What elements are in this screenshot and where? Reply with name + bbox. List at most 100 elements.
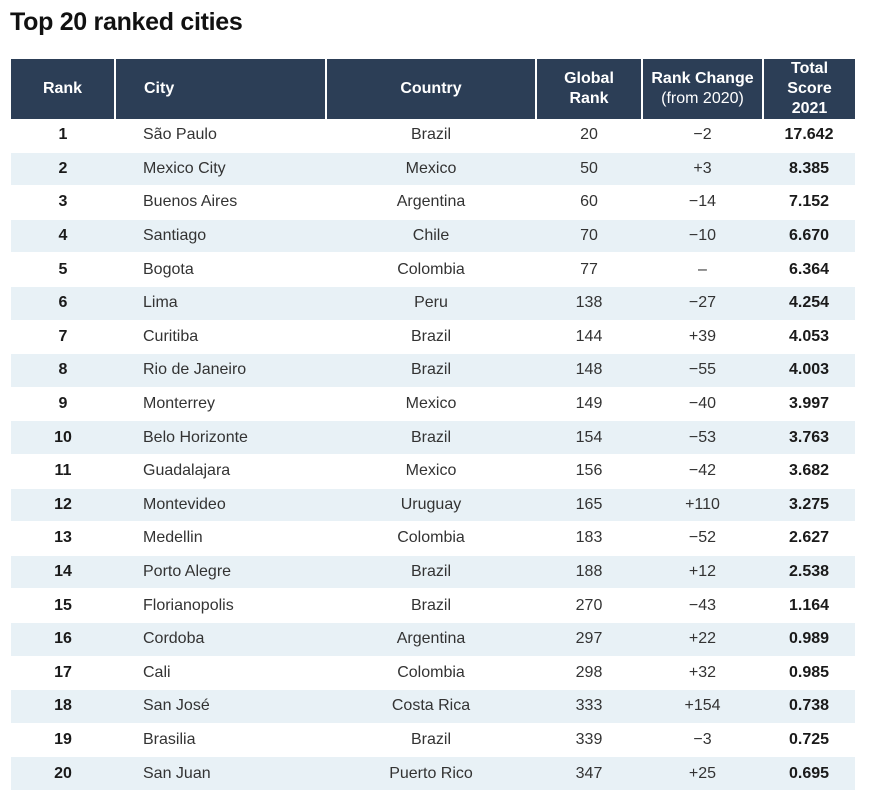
cell-country: Colombia — [326, 521, 536, 556]
cell-rank: 8 — [11, 353, 115, 388]
cell-global-rank: 144 — [536, 320, 642, 355]
cell-rank-change: +12 — [642, 555, 763, 590]
cell-country: Brazil — [326, 320, 536, 355]
header-rank: Rank — [11, 59, 116, 119]
cell-rank: 6 — [11, 286, 115, 321]
header-rank-label: Rank — [42, 80, 83, 97]
table-row: 6 Lima Peru 138 −27 4.254 — [11, 286, 855, 321]
cell-global-rank: 270 — [536, 588, 642, 623]
cell-global-rank: 138 — [536, 286, 642, 321]
cell-total-score: 4.003 — [763, 353, 855, 388]
cell-rank-change: −10 — [642, 219, 763, 254]
table-body: 1 São Paulo Brazil 20 −2 17.642 2 Mexico City Me… — [11, 119, 855, 791]
cell-city: Santiago — [115, 219, 326, 254]
table-row: 3 Buenos Aires Argentina 60 −14 7.152 — [11, 185, 855, 220]
header-rank-change: Rank Change (from 2020) — [642, 59, 764, 119]
table-row: 1 São Paulo Brazil 20 −2 17.642 — [11, 119, 855, 153]
cell-rank: 10 — [11, 420, 115, 455]
header-country-label: Country — [400, 80, 462, 97]
table-row: 18 San José Costa Rica 333 +154 0.738 — [11, 689, 855, 724]
cell-total-score: 17.642 — [763, 119, 855, 153]
cell-country: Brazil — [326, 353, 536, 388]
cell-total-score: 3.275 — [763, 488, 855, 523]
header-total-score-line2: 2021 — [791, 100, 828, 117]
cell-rank: 17 — [11, 656, 115, 691]
header-rank-change-line2: (from 2020) — [661, 90, 744, 107]
table-row: 7 Curitiba Brazil 144 +39 4.053 — [11, 320, 855, 355]
cell-rank-change: −42 — [642, 454, 763, 489]
rankings-table-container: Rank City Country Global Rank Rank Chang… — [11, 59, 855, 791]
cell-country: Mexico — [326, 387, 536, 422]
cell-rank-change: −43 — [642, 588, 763, 623]
cell-city: Monterrey — [115, 387, 326, 422]
cell-city: San José — [115, 689, 326, 724]
cell-city: San Juan — [115, 756, 326, 791]
table-row: 17 Cali Colombia 298 +32 0.985 — [11, 656, 855, 691]
cell-rank: 13 — [11, 521, 115, 556]
cell-global-rank: 154 — [536, 420, 642, 455]
cell-city: São Paulo — [115, 119, 326, 153]
cell-global-rank: 183 — [536, 521, 642, 556]
cell-global-rank: 347 — [536, 756, 642, 791]
cell-city: Medellin — [115, 521, 326, 556]
cell-rank-change: −2 — [642, 119, 763, 153]
cell-city: Guadalajara — [115, 454, 326, 489]
cell-total-score: 7.152 — [763, 185, 855, 220]
cell-city: Mexico City — [115, 152, 326, 187]
cell-rank-change: −40 — [642, 387, 763, 422]
cell-rank-change: +22 — [642, 622, 763, 657]
cell-rank-change: +39 — [642, 320, 763, 355]
cell-total-score: 6.670 — [763, 219, 855, 254]
cell-total-score: 6.364 — [763, 252, 855, 287]
cell-rank-change: +154 — [642, 689, 763, 724]
header-global-rank: Global Rank — [536, 59, 643, 119]
cell-city: Porto Alegre — [115, 555, 326, 590]
cell-rank-change: −14 — [642, 185, 763, 220]
cell-total-score: 3.682 — [763, 454, 855, 489]
cell-country: Uruguay — [326, 488, 536, 523]
cell-rank: 18 — [11, 689, 115, 724]
header-row: Rank City Country Global Rank Rank Chang… — [11, 59, 855, 119]
cell-rank: 4 — [11, 219, 115, 254]
cell-global-rank: 148 — [536, 353, 642, 388]
cell-total-score: 0.725 — [763, 723, 855, 758]
header-country: Country — [326, 59, 537, 119]
table-row: 12 Montevideo Uruguay 165 +110 3.275 — [11, 488, 855, 523]
cell-country: Argentina — [326, 185, 536, 220]
cell-city: Rio de Janeiro — [115, 353, 326, 388]
cell-total-score: 0.985 — [763, 656, 855, 691]
cell-rank: 7 — [11, 320, 115, 355]
cell-total-score: 1.164 — [763, 588, 855, 623]
cell-rank-change: +110 — [642, 488, 763, 523]
rankings-table: Rank City Country Global Rank Rank Chang… — [11, 59, 855, 791]
table-row: 8 Rio de Janeiro Brazil 148 −55 4.003 — [11, 353, 855, 388]
table-row: 14 Porto Alegre Brazil 188 +12 2.538 — [11, 555, 855, 590]
cell-total-score: 2.627 — [763, 521, 855, 556]
table-row: 4 Santiago Chile 70 −10 6.670 — [11, 219, 855, 254]
cell-rank: 19 — [11, 723, 115, 758]
cell-rank-change: +32 — [642, 656, 763, 691]
cell-rank: 16 — [11, 622, 115, 657]
table-header: Rank City Country Global Rank Rank Chang… — [11, 59, 855, 119]
cell-city: Cordoba — [115, 622, 326, 657]
header-total-score: Total Score 2021 — [763, 59, 855, 119]
cell-total-score: 4.254 — [763, 286, 855, 321]
table-row: 16 Cordoba Argentina 297 +22 0.989 — [11, 622, 855, 657]
cell-global-rank: 297 — [536, 622, 642, 657]
header-global-rank-line2: Rank — [569, 90, 609, 107]
cell-global-rank: 70 — [536, 219, 642, 254]
cell-city: Bogota — [115, 252, 326, 287]
cell-total-score: 4.053 — [763, 320, 855, 355]
cell-country: Mexico — [326, 152, 536, 187]
cell-country: Peru — [326, 286, 536, 321]
page-title: Top 20 ranked cities — [10, 8, 243, 36]
cell-total-score: 3.763 — [763, 420, 855, 455]
table-row: 10 Belo Horizonte Brazil 154 −53 3.763 — [11, 420, 855, 455]
cell-rank: 9 — [11, 387, 115, 422]
cell-city: Brasilia — [115, 723, 326, 758]
cell-rank: 3 — [11, 185, 115, 220]
cell-total-score: 8.385 — [763, 152, 855, 187]
table-row: 15 Florianopolis Brazil 270 −43 1.164 — [11, 588, 855, 623]
cell-rank-change: −52 — [642, 521, 763, 556]
cell-country: Chile — [326, 219, 536, 254]
